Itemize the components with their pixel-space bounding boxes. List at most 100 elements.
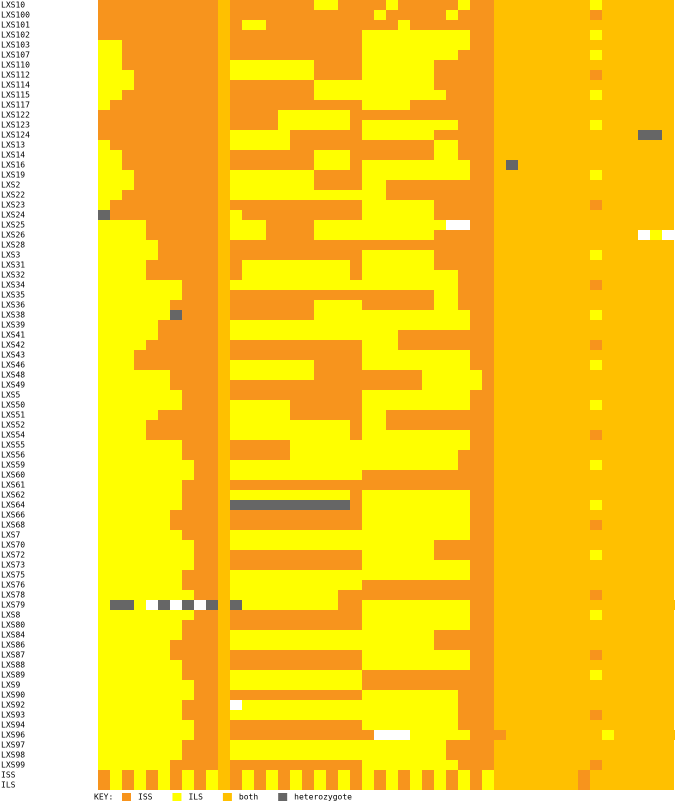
genotype-cell — [230, 430, 350, 440]
genotype-cell — [362, 660, 470, 670]
genotype-cell — [218, 410, 230, 420]
genotype-cell — [134, 180, 218, 190]
genotype-cell — [230, 20, 242, 30]
genotype-cell — [230, 310, 314, 320]
genotype-cell — [326, 770, 338, 780]
genotype-cell — [434, 250, 494, 260]
genotype-cell — [494, 520, 590, 530]
genotype-cell — [230, 40, 362, 50]
genotype-cell — [470, 780, 482, 790]
genotype-cell — [230, 490, 350, 500]
genotype-cell — [314, 360, 362, 370]
genotype-cell — [218, 540, 230, 550]
genotype-cell — [158, 320, 218, 330]
genotype-cell — [98, 770, 110, 780]
genotype-cell — [602, 760, 674, 770]
genotype-cell — [230, 510, 362, 520]
genotype-cell — [158, 330, 218, 340]
genotype-cell — [314, 300, 362, 310]
genotype-cell — [362, 760, 458, 770]
genotype-cell — [362, 720, 458, 730]
genotype-cell — [494, 450, 674, 460]
row-label: LXS3 — [1, 251, 20, 260]
genotype-cell — [662, 130, 674, 140]
genotype-cell — [98, 250, 158, 260]
genotype-cell — [362, 560, 470, 570]
genotype-cell — [410, 20, 494, 30]
genotype-cell — [230, 250, 362, 260]
genotype-cell — [110, 140, 218, 150]
genotype-cell — [398, 780, 410, 790]
row-label: LXS14 — [1, 151, 25, 160]
genotype-cell — [494, 650, 590, 660]
genotype-cell — [494, 370, 674, 380]
genotype-cell — [482, 380, 494, 390]
genotype-cell — [638, 230, 650, 240]
row-label: LXS115 — [1, 91, 30, 100]
genotype-cell — [386, 780, 398, 790]
row-label: LXS89 — [1, 671, 25, 680]
row-label: LXS90 — [1, 691, 25, 700]
genotype-cell — [350, 150, 434, 160]
genotype-cell — [590, 550, 602, 560]
row-label: LXS28 — [1, 241, 25, 250]
genotype-cell — [350, 120, 362, 130]
genotype-cell — [218, 260, 230, 270]
genotype-cell — [134, 770, 146, 780]
genotype-cell — [458, 140, 494, 150]
genotype-cell — [362, 580, 494, 590]
genotype-cell — [98, 70, 134, 80]
genotype-cell — [98, 510, 170, 520]
genotype-cell — [206, 770, 218, 780]
genotype-cell — [182, 570, 218, 580]
row-label: LXS75 — [1, 571, 25, 580]
genotype-cell — [434, 130, 494, 140]
genotype-cell — [398, 0, 458, 10]
genotype-cell — [578, 770, 590, 780]
genotype-cell — [182, 310, 218, 320]
genotype-cell — [590, 770, 674, 780]
genotype-cell — [98, 280, 182, 290]
genotype-cell — [230, 500, 350, 510]
row-label: LXS13 — [1, 141, 25, 150]
genotype-cell — [218, 710, 230, 720]
row-label: LXS49 — [1, 381, 25, 390]
genotype-cell — [218, 270, 230, 280]
genotype-cell — [230, 0, 314, 10]
row-label: LXS42 — [1, 341, 25, 350]
genotype-cell — [98, 420, 146, 430]
genotype-cell — [230, 650, 362, 660]
genotype-cell — [338, 770, 350, 780]
row-label: LXS78 — [1, 591, 25, 600]
genotype-cell — [494, 700, 674, 710]
row-label: LXS22 — [1, 191, 25, 200]
genotype-cell — [362, 770, 374, 780]
genotype-cell — [230, 450, 290, 460]
genotype-cell — [230, 700, 242, 710]
genotype-cell — [266, 20, 398, 30]
genotype-cell — [386, 10, 446, 20]
genotype-cell — [230, 460, 458, 470]
genotype-cell — [266, 770, 278, 780]
genotype-cell — [182, 740, 218, 750]
genotype-cell — [218, 290, 230, 300]
genotype-cell — [230, 660, 362, 670]
genotype-cell — [98, 220, 146, 230]
genotype-cell — [182, 660, 218, 670]
genotype-cell — [494, 290, 674, 300]
genotype-cell — [470, 170, 494, 180]
genotype-cell — [218, 240, 230, 250]
row-labels: LXS10LXS100LXS101LXS102LXS103LXS107LXS11… — [1, 1, 30, 790]
genotype-cell — [98, 150, 122, 160]
genotype-cell — [146, 230, 218, 240]
genotype-cell — [422, 780, 434, 790]
genotype-cell — [290, 400, 362, 410]
genotype-cell — [98, 120, 218, 130]
genotype-cell — [362, 200, 434, 210]
genotype-cell — [494, 590, 590, 600]
genotype-cell — [494, 360, 590, 370]
genotype-cell — [230, 130, 290, 140]
genotype-cell — [146, 340, 218, 350]
genotype-cell — [494, 270, 674, 280]
